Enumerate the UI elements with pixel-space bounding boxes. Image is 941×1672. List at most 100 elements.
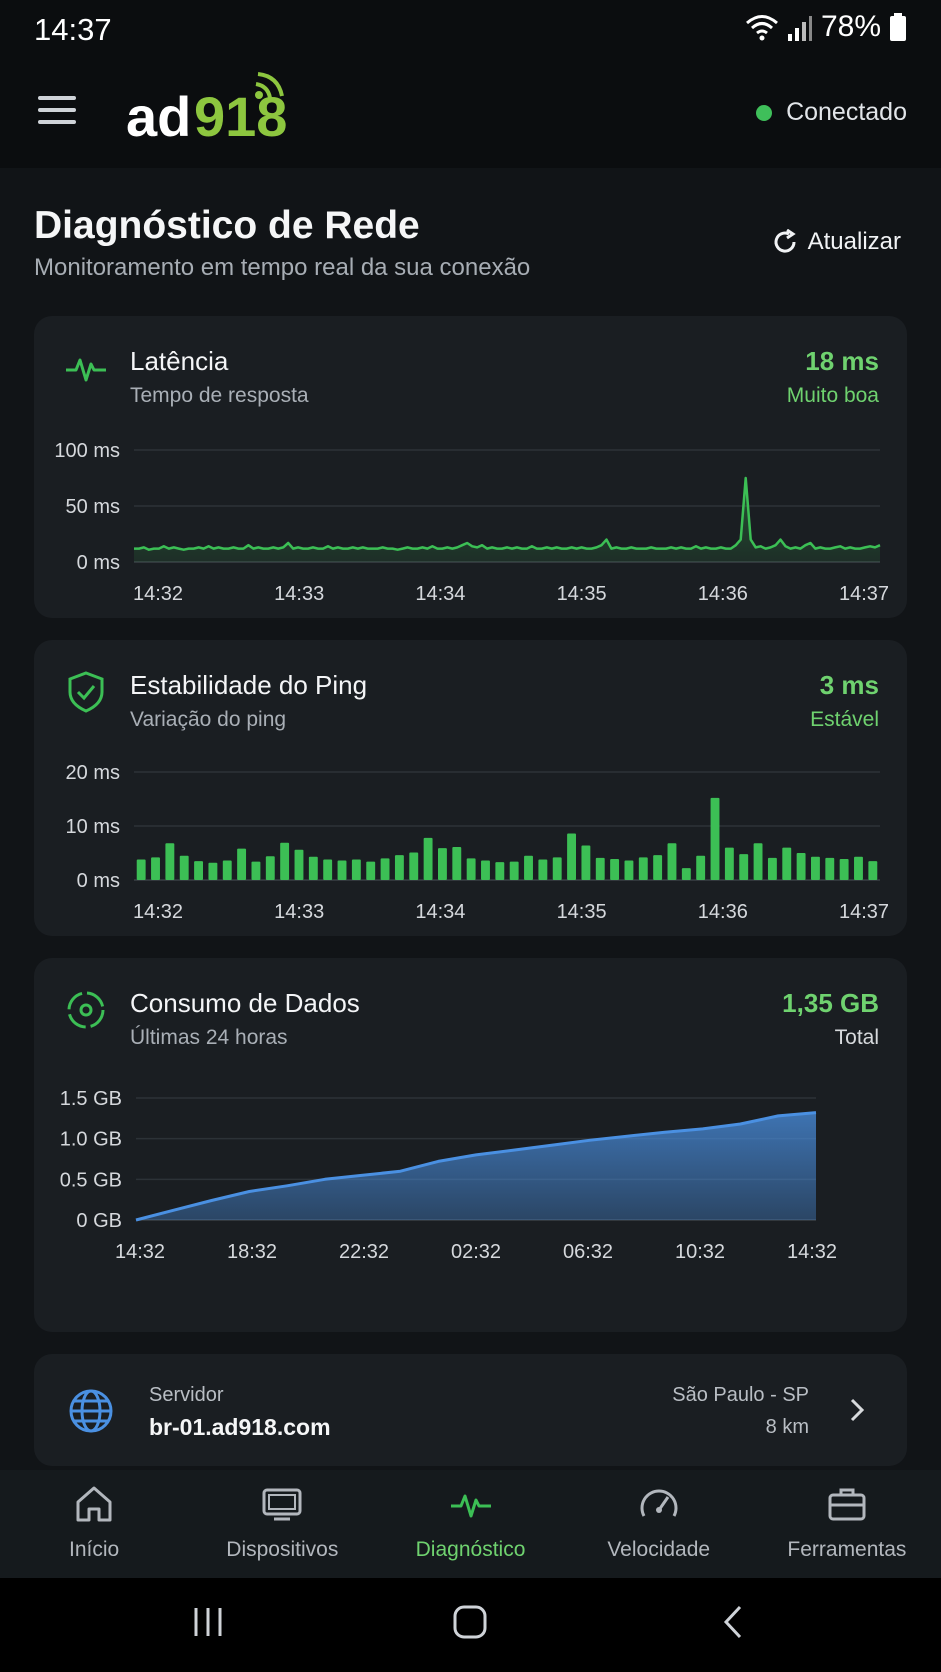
ping-bar	[581, 845, 591, 880]
home-button[interactable]	[452, 1604, 488, 1640]
latency-y-tick-label: 100 ms	[54, 440, 120, 462]
nav-label-inicio: Início	[69, 1538, 120, 1561]
svg-text:918: 918	[194, 85, 287, 148]
data-y-tick-label: 0.5 GB	[60, 1169, 122, 1191]
data-target-icon	[67, 991, 105, 1029]
ping-bar	[237, 848, 247, 880]
ping-bar	[323, 859, 333, 880]
ping-bar	[222, 860, 232, 880]
data-y-tick-label: 0 GB	[76, 1210, 122, 1232]
nav-item-dispositivos[interactable]: Dispositivos	[188, 1470, 376, 1578]
ping-bar	[638, 857, 648, 880]
ping-bar	[437, 848, 447, 880]
diagnostics-content: Diagnóstico de Rede Monitoramento em tem…	[0, 168, 941, 1470]
ping-bar	[179, 855, 189, 880]
ping-bar	[280, 842, 290, 880]
ping-x-tick-label: 14:33	[274, 901, 324, 923]
ping-bar	[380, 858, 390, 880]
data-x-tick-label: 18:32	[227, 1241, 277, 1263]
data-usage-subtitle: Últimas 24 horas	[130, 1026, 288, 1049]
data-x-tick-label: 14:32	[115, 1241, 165, 1263]
status-icons: 78%	[745, 10, 907, 44]
ping-bar	[782, 847, 792, 880]
devices-icon	[262, 1488, 302, 1521]
nav-item-diagnostico[interactable]: Diagnóstico	[376, 1470, 564, 1578]
home-icon	[76, 1486, 112, 1522]
ping-x-tick-label: 14:34	[415, 901, 465, 923]
ping-bar	[653, 855, 663, 880]
wifi-icon	[745, 15, 778, 41]
data-x-tick-label: 02:32	[451, 1241, 501, 1263]
ping-bar	[839, 858, 849, 880]
latency-x-tick-label: 14:32	[133, 583, 183, 605]
ping-bar	[724, 847, 734, 880]
ping-bar	[552, 857, 562, 880]
ping-y-tick-label: 10 ms	[66, 816, 120, 838]
ping-bar	[194, 861, 204, 880]
ping-bar	[767, 857, 777, 880]
data-x-tick-label: 22:32	[339, 1241, 389, 1263]
refresh-label: Atualizar	[807, 228, 901, 255]
ping-bar	[624, 860, 634, 880]
ping-bar	[394, 855, 404, 880]
bottom-navigation: Início Dispositivos Diagnóstico Velocida…	[0, 1470, 941, 1578]
nav-item-inicio[interactable]: Início	[0, 1470, 188, 1578]
status-dot	[756, 104, 773, 121]
latency-x-tick-label: 14:35	[557, 583, 607, 605]
data-area	[136, 1112, 816, 1220]
toolbox-icon	[828, 1488, 866, 1521]
ping-bar	[567, 833, 577, 880]
app-bar: ad 918 Conectado	[0, 58, 941, 168]
ping-bar	[595, 857, 605, 880]
data-usage-total-label: Total	[834, 1026, 879, 1049]
ad918-logo: ad 918	[126, 72, 287, 148]
latency-x-tick-label: 14:37	[839, 583, 889, 605]
latency-card: 100 ms 50 ms 0 ms 14:32 14:33 14:34 14:35 14:36…	[34, 316, 907, 618]
nav-item-ferramentas[interactable]: Ferramentas	[753, 1470, 941, 1578]
latency-area	[134, 478, 880, 562]
data-x-tick-label: 10:32	[675, 1241, 725, 1263]
latency-x-tick-label: 14:34	[415, 583, 465, 605]
ping-bar	[308, 856, 318, 880]
ping-bar	[366, 861, 376, 880]
ping-bar	[265, 856, 275, 880]
ping-y-tick-label: 0 ms	[77, 870, 120, 892]
nav-label-dispositivos: Dispositivos	[226, 1538, 339, 1561]
latency-quality: Muito boa	[786, 384, 879, 407]
ping-bar	[753, 843, 763, 880]
latency-y-tick-label: 50 ms	[66, 496, 120, 518]
ping-quality: Estável	[810, 708, 879, 731]
latency-chart: 100 ms 50 ms 0 ms 14:32 14:33 14:34 14:35 14:36…	[54, 440, 889, 605]
ping-bar	[710, 797, 720, 880]
back-button[interactable]	[716, 1604, 752, 1640]
pulse-icon	[450, 1494, 491, 1518]
latency-subtitle: Tempo de resposta	[130, 384, 309, 407]
status-bar: 14:37 78%	[0, 0, 941, 58]
data-x-tick-label: 06:32	[563, 1241, 613, 1263]
ping-bar	[251, 861, 261, 880]
nav-label-diagnostico: Diagnóstico	[415, 1538, 526, 1561]
recent-apps-button[interactable]	[190, 1604, 226, 1640]
ping-bar	[351, 859, 361, 880]
ping-bar	[136, 859, 146, 880]
latency-x-tick-label: 14:36	[698, 583, 748, 605]
ping-x-tick-label: 14:32	[133, 901, 183, 923]
status-time: 14:37	[34, 12, 112, 47]
ping-bar	[423, 837, 433, 880]
refresh-button[interactable]: Atualizar	[772, 228, 901, 256]
connection-status: Conectado	[756, 98, 907, 127]
page-title: Diagnóstico de Rede	[34, 204, 420, 247]
ping-bar	[509, 861, 519, 880]
nav-item-velocidade[interactable]: Velocidade	[565, 1470, 753, 1578]
data-x-tick-label: 14:32	[787, 1241, 837, 1263]
latency-value: 18 ms	[805, 346, 879, 376]
ping-bar	[452, 847, 462, 880]
latency-x-tick-label: 14:33	[274, 583, 324, 605]
globe-icon	[69, 1389, 113, 1433]
ping-bar	[610, 858, 620, 880]
connection-status-label: Conectado	[786, 98, 907, 126]
ping-value: 3 ms	[819, 670, 879, 700]
menu-button[interactable]	[38, 96, 80, 126]
ping-bar	[796, 853, 806, 880]
server-card[interactable]: Servidor br-01.ad918.com São Paulo - SP …	[34, 1354, 907, 1466]
